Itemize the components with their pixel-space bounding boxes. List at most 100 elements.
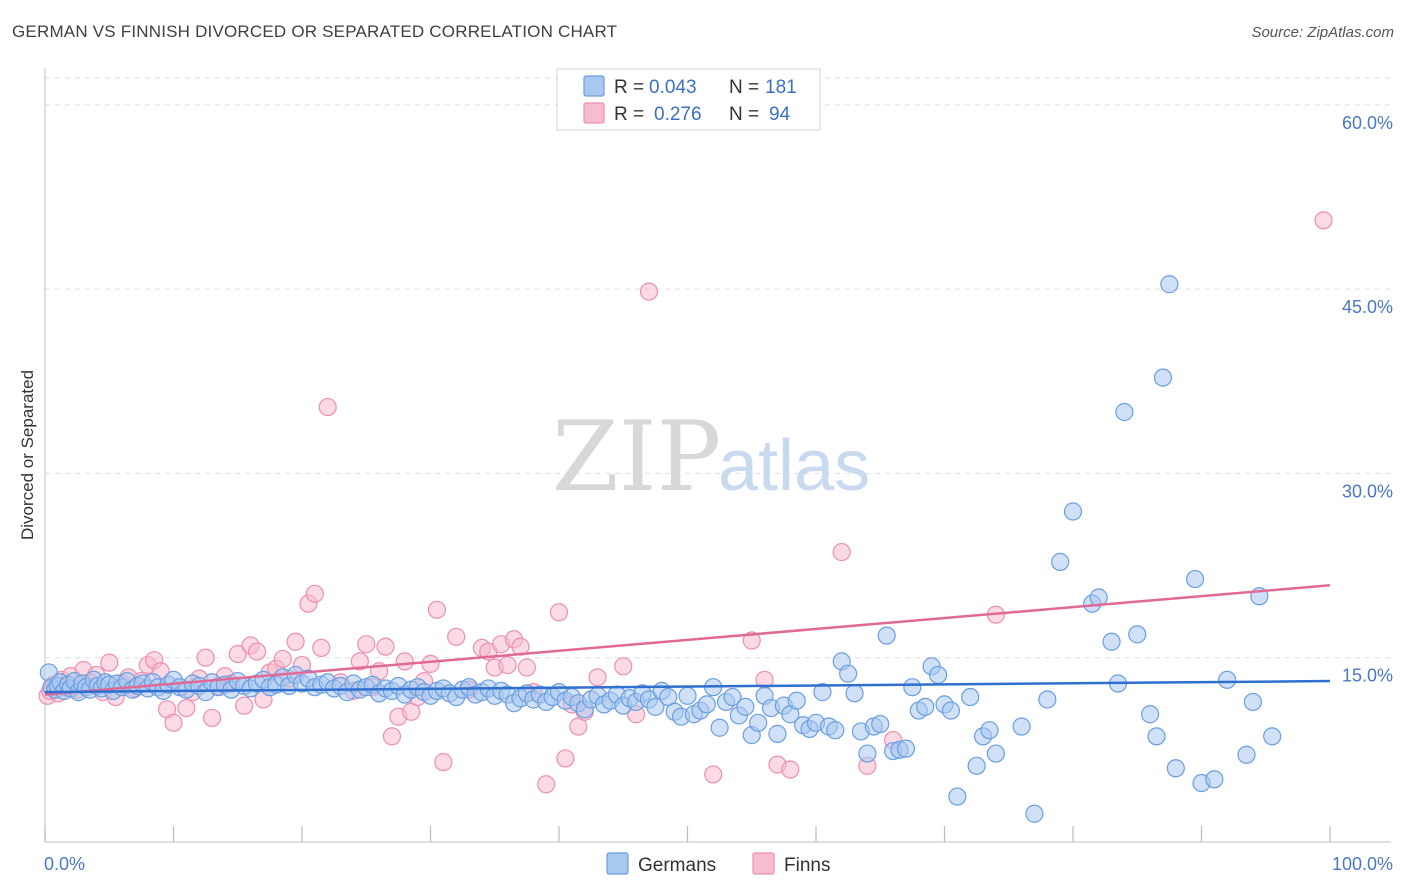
x-ticks [44, 826, 1331, 842]
finn-point-45 [312, 638, 331, 657]
finn-point-61 [427, 600, 447, 619]
finns-r-label: R = [614, 104, 644, 125]
german-point-127 [787, 691, 806, 710]
finn-point-44 [305, 584, 324, 603]
stats-legend: R = 0.043 N = 181 R = 0.276 N = 94 [556, 68, 821, 131]
germans-legend-swatch [583, 75, 605, 97]
finn-point-84 [704, 765, 723, 784]
german-point-157 [986, 744, 1006, 763]
german-point-156 [980, 721, 999, 740]
german-point-117 [723, 687, 742, 707]
finn-point-27 [196, 648, 215, 667]
chart-title: GERMAN VS FINNISH DIVORCED OR SEPARATED … [12, 22, 618, 41]
german-point-179 [1243, 692, 1263, 712]
finn-point-56 [395, 652, 414, 671]
german-point-105 [646, 697, 665, 716]
german-point-149 [928, 665, 948, 685]
germans-r-value: 0.043 [649, 77, 697, 98]
finn-point-72 [517, 658, 536, 677]
german-point-177 [1218, 670, 1237, 689]
german-point-144 [896, 739, 916, 758]
finn-point-46 [318, 397, 337, 417]
legend-swatch-finns [752, 852, 775, 875]
german-point-152 [948, 787, 967, 806]
german-point-154 [967, 756, 986, 775]
finn-point-32 [228, 644, 247, 664]
german-point-119 [736, 697, 755, 716]
finn-point-41 [286, 632, 305, 651]
german-point-151 [941, 701, 961, 720]
y-tick-label-45: 45.0% [1342, 297, 1393, 317]
german-point-136 [845, 684, 864, 703]
finns-n-label: N = [729, 104, 759, 125]
watermark-atlas: atlas [718, 426, 870, 506]
german-point-173 [1166, 759, 1185, 778]
finn-point-54 [382, 727, 402, 746]
finn-point-74 [537, 775, 556, 794]
finns-n-value: 94 [769, 104, 791, 125]
axes [44, 68, 1391, 843]
finn-point-76 [556, 749, 575, 768]
finn-point-69 [498, 655, 517, 675]
finn-point-88 [781, 760, 800, 779]
german-point-159 [1025, 804, 1044, 823]
german-point-168 [1128, 625, 1147, 644]
source-label: Source: ZipAtlas.com [1251, 24, 1394, 41]
finn-point-28 [202, 708, 222, 728]
german-point-167 [1115, 402, 1134, 422]
finn-point-50 [357, 635, 376, 654]
finn-point-93 [1314, 211, 1333, 230]
german-point-176 [1205, 770, 1224, 789]
german-point-171 [1153, 368, 1173, 387]
germans-r-label: R = [614, 77, 644, 98]
y-axis-title: Divorced or Separated [18, 370, 37, 540]
german-point-140 [871, 714, 890, 734]
german-point-124 [768, 724, 787, 743]
german-point-138 [858, 744, 877, 763]
finn-point-49 [350, 652, 369, 671]
germans-n-value: 181 [765, 77, 797, 98]
finn-point-39 [273, 649, 292, 669]
german-point-133 [826, 721, 845, 740]
finns-legend-swatch [583, 102, 605, 124]
german-point-153 [961, 687, 980, 707]
finn-point-80 [588, 668, 607, 687]
grid-lines [45, 77, 1391, 659]
finn-point-24 [177, 698, 196, 718]
y-tick-labels: 15.0% 30.0% 45.0% 60.0% [1342, 113, 1393, 686]
german-point-135 [839, 664, 858, 683]
x-tick-label-min: 0.0% [44, 854, 85, 874]
german-point-115 [710, 718, 729, 737]
finn-point-35 [247, 642, 267, 661]
y-tick-label-60: 60.0% [1342, 113, 1393, 133]
german-point-170 [1147, 727, 1166, 746]
finn-point-89 [832, 542, 851, 562]
finn-point-83 [639, 282, 659, 301]
german-point-110 [678, 686, 697, 705]
watermark-zip: ZIP [552, 401, 721, 513]
finn-point-85 [742, 631, 761, 650]
finns-r-value: 0.276 [654, 104, 702, 125]
finns-trend-line [44, 583, 1331, 696]
german-point-172 [1160, 275, 1179, 294]
legend-label-finns: Finns [784, 855, 830, 876]
germans-trend-line [44, 679, 1331, 694]
germans-n-label: N = [729, 77, 759, 98]
finn-point-62 [434, 753, 453, 772]
german-point-147 [916, 697, 935, 716]
german-point-174 [1185, 569, 1205, 589]
x-tick-label-max: 100.0% [1332, 854, 1393, 874]
german-point-160 [1038, 690, 1057, 709]
finn-point-33 [235, 696, 254, 715]
germans-points [39, 275, 1282, 823]
german-point-158 [1012, 717, 1031, 736]
german-point-131 [813, 683, 832, 702]
y-tick-label-30: 30.0% [1342, 481, 1393, 501]
finn-point-60 [421, 654, 440, 673]
german-point-161 [1051, 552, 1070, 571]
finn-point-81 [614, 657, 633, 676]
finn-point-12 [100, 653, 119, 672]
german-point-145 [903, 678, 922, 697]
german-point-162 [1063, 502, 1083, 521]
german-point-178 [1237, 745, 1256, 764]
